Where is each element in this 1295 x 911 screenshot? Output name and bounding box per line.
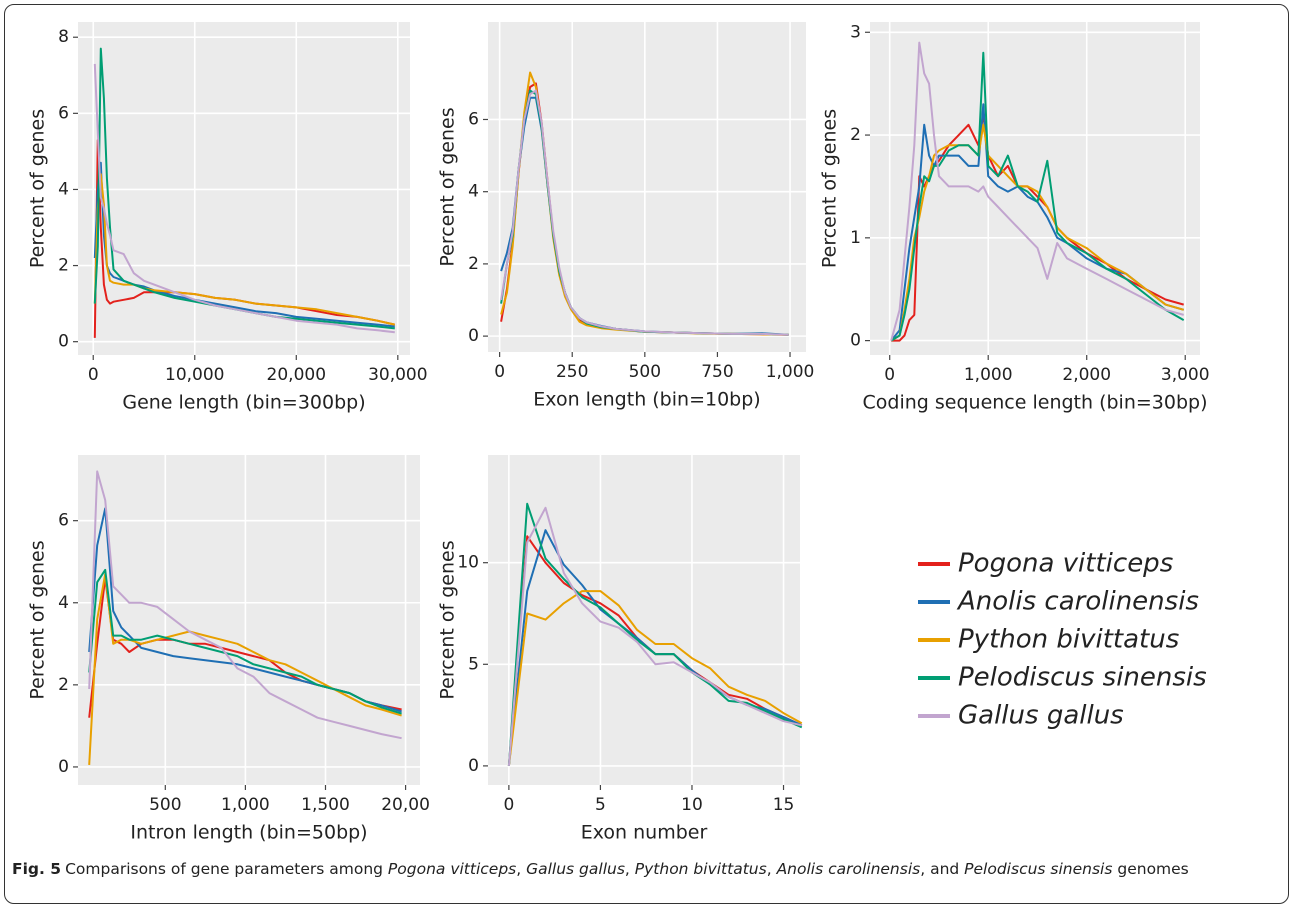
y-tick-label: 6	[58, 103, 69, 123]
caption-text: Pelodiscus sinensis	[964, 860, 1113, 878]
legend-label: Pelodiscus sinensis	[958, 663, 1207, 693]
y-axis-label: Percent of genes	[437, 540, 459, 699]
figure-caption: Fig. 5 Comparisons of gene parameters amo…	[12, 856, 1277, 882]
caption-text: ,	[516, 860, 527, 878]
series-line	[88, 470, 402, 740]
legend-label: Gallus gallus	[958, 701, 1124, 731]
x-tick-label: 0	[884, 365, 895, 385]
plot-background	[488, 455, 800, 785]
x-tick-label: 1,000	[766, 362, 815, 382]
y-tick-label: 0	[58, 332, 69, 352]
x-tick-label: 250	[556, 362, 588, 382]
y-tick-label: 2	[468, 254, 479, 274]
caption-text: ,	[766, 860, 777, 878]
y-tick-label: 2	[850, 125, 861, 145]
y-axis-label: Percent of genes	[27, 540, 49, 699]
y-tick-label: 10	[457, 553, 479, 573]
caption-text: ,	[624, 860, 635, 878]
y-tick-label: 4	[58, 593, 69, 613]
series-line	[88, 568, 402, 715]
x-tick-label: 750	[701, 362, 733, 382]
y-tick-label: 0	[58, 757, 69, 777]
caption-text: Anolis carolinensis	[776, 860, 921, 878]
y-tick-label: 8	[58, 27, 69, 47]
y-tick-label: 3	[850, 22, 861, 42]
x-tick-label: 0	[494, 362, 505, 382]
y-tick-label: 1	[850, 228, 861, 248]
y-tick-label: 6	[468, 109, 479, 129]
x-tick-label: 20,00	[381, 795, 430, 815]
x-tick-label: 3,000	[1161, 365, 1210, 385]
series-line	[890, 51, 1185, 342]
series-line	[88, 573, 402, 765]
x-tick-label: 1,000	[221, 795, 270, 815]
series-line	[507, 506, 803, 766]
plot-background	[78, 22, 410, 355]
series-line	[507, 590, 803, 767]
x-tick-label: 500	[629, 362, 661, 382]
y-axis-label: Percent of genes	[437, 107, 459, 266]
y-tick-label: 2	[58, 675, 69, 695]
x-tick-label: 2,000	[1062, 365, 1111, 385]
series-line	[890, 41, 1184, 341]
x-tick-label: 500	[149, 795, 181, 815]
x-tick-label: 10	[681, 795, 703, 815]
y-tick-label: 0	[468, 756, 479, 776]
x-tick-label: 15	[773, 795, 795, 815]
caption-text: , and	[920, 860, 965, 878]
series-line	[93, 63, 395, 334]
x-axis-label: Coding sequence length (bin=30bp)	[863, 392, 1208, 414]
x-axis-label: Gene length (bin=300bp)	[122, 392, 365, 414]
y-axis-label: Percent of genes	[819, 109, 841, 268]
x-axis-label: Intron length (bin=50bp)	[130, 822, 367, 844]
series-line	[507, 502, 803, 766]
y-tick-label: 0	[850, 331, 861, 351]
legend-label: Anolis carolinensis	[956, 587, 1199, 617]
caption-text: Gallus gallus	[526, 860, 625, 878]
legend-label: Python bivittatus	[958, 625, 1179, 655]
x-axis-label: Exon length (bin=10bp)	[533, 389, 760, 411]
figure-frame	[4, 4, 1289, 904]
y-tick-label: 4	[58, 179, 69, 199]
y-axis-label: Percent of genes	[27, 109, 49, 268]
y-tick-label: 0	[468, 326, 479, 346]
caption-text: Python bivittatus	[634, 860, 767, 878]
plot-background	[78, 455, 420, 785]
x-tick-label: 20,000	[267, 365, 326, 385]
x-tick-label: 0	[503, 795, 514, 815]
series-line	[93, 47, 395, 330]
caption-text: Pogona vitticeps	[387, 860, 517, 878]
y-tick-label: 6	[58, 511, 69, 531]
x-tick-label: 1,500	[301, 795, 350, 815]
y-tick-label: 2	[58, 256, 69, 276]
x-tick-label: 30,000	[368, 365, 427, 385]
x-tick-label: 10,000	[165, 365, 224, 385]
legend-label: Pogona vitticeps	[958, 549, 1173, 579]
x-axis-label: Exon number	[581, 822, 708, 844]
x-tick-label: 1,000	[964, 365, 1013, 385]
y-tick-label: 5	[468, 654, 479, 674]
caption-label: Fig. 5	[12, 860, 62, 878]
series-line	[500, 89, 789, 336]
caption-text: Comparisons of gene parameters among	[65, 860, 388, 878]
x-tick-label: 5	[595, 795, 606, 815]
caption-text: genomes	[1112, 860, 1189, 878]
y-tick-label: 4	[468, 182, 479, 202]
x-tick-label: 0	[88, 365, 99, 385]
plot-background	[488, 22, 806, 352]
